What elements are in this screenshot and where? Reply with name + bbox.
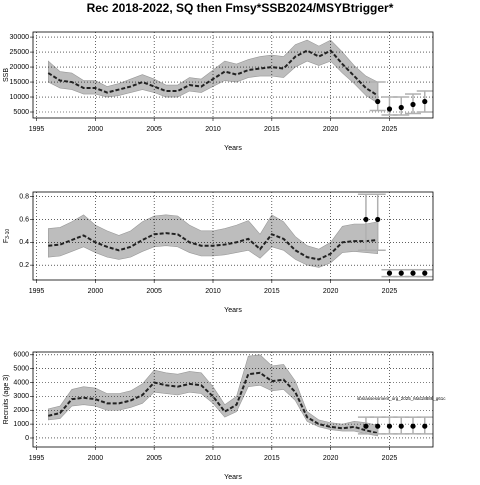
x-tick-label: 2015 — [264, 288, 280, 295]
y-axis-label-main: Recruits (age 3) — [3, 375, 10, 425]
y-tick-label: 0.2 — [19, 262, 29, 269]
x-tick-label: 2005 — [146, 126, 162, 133]
x-tick-label: 2005 — [146, 455, 162, 462]
y-axis-label-main: SSB — [3, 68, 10, 82]
x-tick-label: 2025 — [382, 455, 398, 462]
projection-point — [422, 98, 428, 105]
projection-point — [398, 104, 404, 111]
projection-point — [422, 270, 428, 276]
y-tick-label: 3000 — [13, 393, 29, 400]
plot-frame — [32, 31, 434, 119]
median-line — [48, 232, 378, 261]
projection-point — [386, 106, 393, 112]
y-tick-label: 5000 — [13, 365, 29, 372]
projection-point — [410, 270, 416, 276]
x-tick-label: 2015 — [264, 455, 280, 462]
x-tick-label: 2000 — [88, 455, 104, 462]
projection-point — [375, 216, 381, 223]
projection-point — [386, 423, 393, 429]
y-tick-label: 1000 — [13, 421, 29, 428]
x-tick-label: 2010 — [205, 288, 221, 295]
projection-point — [410, 423, 416, 429]
y-axis-label-main: F — [3, 239, 10, 243]
y-tick-label: 10000 — [10, 94, 30, 101]
plot-frame — [32, 351, 434, 448]
x-tick-label: 2025 — [382, 126, 398, 133]
annotation: sbs/assessment_org_2025_Mat18886_g61c — [357, 396, 446, 401]
projection-point — [410, 101, 416, 108]
y-tick-label: 0.4 — [19, 239, 29, 246]
y-axis-label: Recruits (age 3) — [3, 375, 10, 425]
projection-point — [398, 423, 404, 429]
x-tick-label: 2020 — [323, 455, 339, 462]
median-line — [47, 49, 379, 97]
y-tick-label: 0 — [25, 435, 29, 442]
x-axis-label: Years — [224, 145, 242, 152]
projection-point — [398, 270, 404, 276]
x-tick-label: 1995 — [29, 288, 45, 295]
plot-frame — [32, 191, 434, 281]
y-tick-label: 20000 — [10, 64, 30, 71]
y-tick-label: 25000 — [10, 49, 30, 56]
x-tick-label: 2010 — [205, 455, 221, 462]
x-tick-label: 2020 — [323, 126, 339, 133]
y-tick-label: 30000 — [10, 34, 30, 41]
y-tick-label: 15000 — [10, 79, 30, 86]
projection-point — [363, 423, 369, 429]
x-tick-label: 2005 — [146, 288, 162, 295]
y-tick-label: 5000 — [13, 109, 29, 116]
projection-point — [422, 423, 428, 429]
y-tick-label: 0.8 — [19, 193, 29, 200]
x-tick-label: 1995 — [29, 126, 45, 133]
chart-title: Rec 2018-2022, SQ then Fmsy*SSB2024/MSYB… — [87, 1, 394, 15]
y-tick-label: 2000 — [13, 407, 29, 414]
x-tick-label: 2000 — [88, 126, 104, 133]
projection-point — [375, 98, 381, 105]
x-tick-label: 2025 — [382, 288, 398, 295]
x-tick-label: 2010 — [205, 126, 221, 133]
x-tick-label: 2000 — [88, 288, 104, 295]
y-axis-label-sub: 3-10 — [5, 229, 11, 239]
y-axis-label: SSB — [3, 68, 10, 82]
uncertainty-band — [47, 214, 379, 268]
x-tick-label: 2020 — [323, 288, 339, 295]
x-axis-label: Years — [224, 474, 242, 480]
projection-point — [375, 423, 381, 429]
x-tick-label: 1995 — [29, 455, 45, 462]
x-tick-label: 2015 — [264, 126, 280, 133]
y-tick-label: 6000 — [13, 352, 29, 359]
y-axis-label: F3-10 — [3, 229, 11, 244]
projection-point — [386, 270, 393, 276]
x-axis-label: Years — [224, 307, 242, 314]
projection-point — [363, 216, 369, 223]
y-tick-label: 4000 — [13, 379, 29, 386]
y-tick-label: 0.6 — [19, 216, 29, 223]
median-line — [48, 371, 378, 435]
